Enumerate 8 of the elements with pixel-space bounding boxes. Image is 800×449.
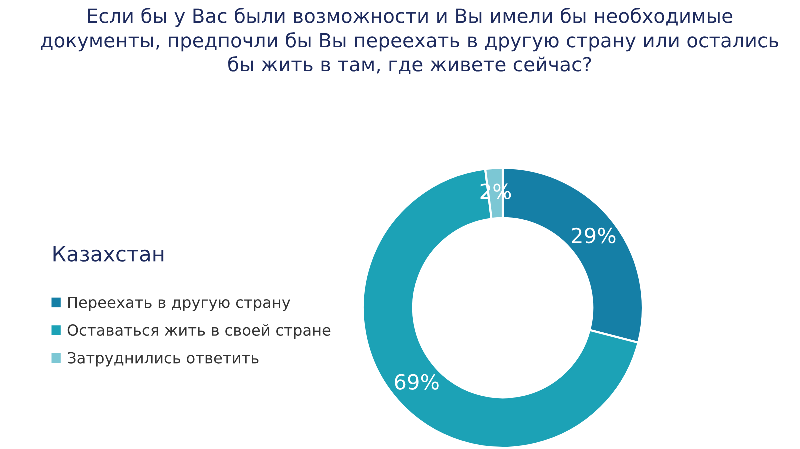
legend-title: Казахстан [54, 246, 164, 262]
data-label: 69% [395, 374, 439, 390]
data-label: 29% [572, 228, 616, 244]
legend-label: Затруднились ответить [68, 352, 259, 367]
chart-title: Если бы у Вас были возможности и Вы имели бы необходимые документы, предпочли бы Вы переехать в другую страну или остались бы жить в там, где живете сейчас? [41, 8, 779, 74]
legend-label: Переехать в другую страну [68, 296, 290, 312]
legend-label: Оставаться жить в своей стране [68, 324, 331, 340]
donut-slice [362, 168, 640, 449]
